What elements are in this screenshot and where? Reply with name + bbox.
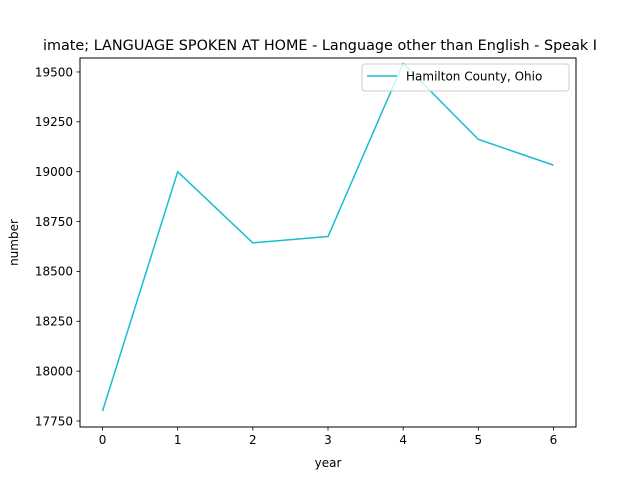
plot-area — [101, 62, 554, 412]
y-axis-label: number — [7, 219, 21, 266]
y-tick-label: 18750 — [35, 215, 73, 229]
x-axis: 0 1 2 3 4 5 6 — [99, 427, 558, 447]
y-tick-label: 18000 — [35, 364, 73, 378]
y-axis: 17750 18000 18250 18500 18750 19000 19250 19500 — [35, 65, 80, 428]
x-tick-label: 3 — [324, 433, 332, 447]
legend: Hamilton County, Ohio — [361, 63, 570, 92]
y-tick-label: 19000 — [35, 165, 73, 179]
y-tick-label: 19500 — [35, 65, 73, 79]
x-tick-label: 5 — [474, 433, 482, 447]
x-tick-label: 6 — [550, 433, 558, 447]
x-tick-label: 1 — [174, 433, 182, 447]
x-axis-label: year — [315, 456, 342, 470]
chart-title: imate; LANGUAGE SPOKEN AT HOME - Languag… — [43, 38, 597, 54]
axes-frame — [79, 57, 577, 428]
x-tick-label: 4 — [399, 433, 407, 447]
legend-box — [361, 63, 570, 92]
y-tick-label: 18500 — [35, 265, 73, 279]
y-tick-label: 17750 — [35, 414, 73, 428]
series-line-0 — [101, 62, 554, 412]
legend-label: Hamilton County, Ohio — [406, 70, 542, 84]
x-tick-label: 0 — [99, 433, 107, 447]
y-tick-label: 18250 — [35, 315, 73, 329]
x-tick-label: 2 — [249, 433, 257, 447]
y-tick-label: 19250 — [35, 115, 73, 129]
